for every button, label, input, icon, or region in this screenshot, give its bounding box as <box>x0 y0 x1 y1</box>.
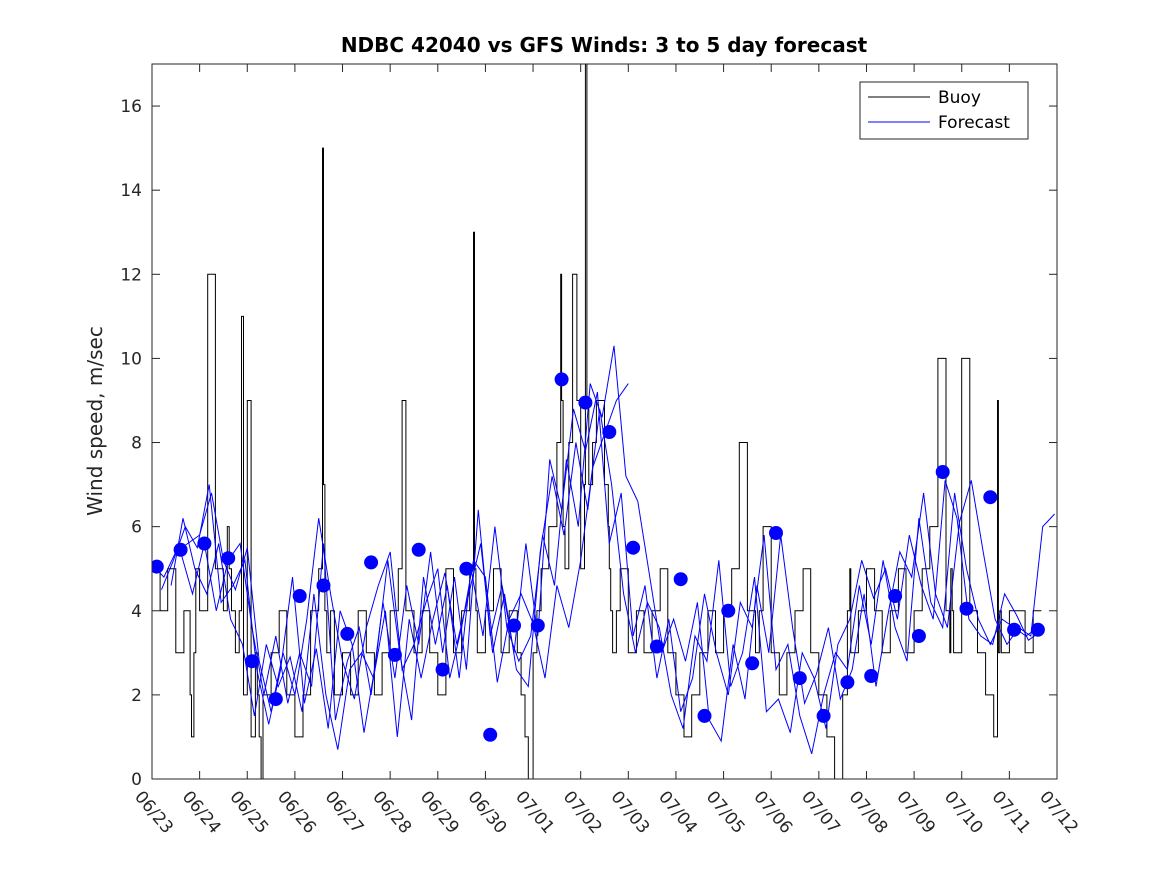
chart-title: NDBC 42040 vs GFS Winds: 3 to 5 day fore… <box>341 33 868 57</box>
legend: Buoy Forecast <box>859 81 1029 140</box>
forecast-point <box>1007 622 1022 637</box>
forecast-point <box>245 654 259 669</box>
forecast-point <box>792 671 807 686</box>
y-tick-label: 8 <box>131 434 142 454</box>
y-tick-label: 16 <box>120 97 142 117</box>
y-tick-label: 6 <box>131 518 142 538</box>
y-tick-label: 2 <box>131 686 142 706</box>
y-axis-label: Wind speed, m/sec <box>83 326 107 516</box>
y-tick-label: 4 <box>131 602 142 622</box>
plot-area <box>152 64 1055 779</box>
forecast-point <box>435 662 450 677</box>
y-tick-label: 10 <box>120 349 142 369</box>
forecast-point <box>602 425 617 439</box>
legend-box <box>859 81 1029 140</box>
forecast-point <box>554 372 569 387</box>
forecast-point <box>769 526 783 540</box>
forecast-point <box>959 601 974 616</box>
legend-entry-forecast: Forecast <box>938 113 1010 133</box>
buoy-series-line <box>152 64 1042 779</box>
forecast-point <box>1030 622 1045 637</box>
forecast-run-line-2 <box>161 345 1055 743</box>
forecast-run-line-1 <box>152 383 629 712</box>
forecast-point <box>530 618 545 633</box>
forecast-point <box>578 395 593 410</box>
forecast-point <box>340 626 355 641</box>
forecast-point <box>221 551 236 566</box>
forecast-point <box>649 639 664 654</box>
forecast-point <box>816 708 831 723</box>
y-tick-label: 12 <box>120 265 142 285</box>
forecast-point <box>292 589 307 603</box>
forecast-point <box>459 561 474 576</box>
forecast-point <box>173 542 188 557</box>
forecast-point <box>483 727 498 742</box>
forecast-point <box>864 669 879 683</box>
forecast-point <box>911 629 926 643</box>
forecast-point <box>673 572 688 587</box>
forecast-point <box>840 675 855 690</box>
forecast-point <box>935 465 950 479</box>
forecast-point <box>152 559 164 574</box>
axes-box <box>151 63 1058 780</box>
forecast-run-line-3 <box>170 408 1041 750</box>
forecast-point <box>721 603 736 618</box>
series-layer <box>152 64 1055 779</box>
forecast-point <box>626 540 641 555</box>
y-tick-label: 14 <box>120 181 142 201</box>
forecast-point <box>745 656 760 671</box>
forecast-point <box>983 490 998 505</box>
forecast-point <box>268 692 283 707</box>
forecast-point <box>411 542 426 557</box>
forecast-point <box>387 647 402 662</box>
y-tick-label: 0 <box>131 770 142 790</box>
forecast-point <box>364 555 379 570</box>
forecast-point <box>197 536 212 551</box>
forecast-run-line-4 <box>180 392 1039 754</box>
forecast-point <box>888 589 903 603</box>
legend-entry-buoy: Buoy <box>938 88 981 108</box>
forecast-point <box>697 708 712 723</box>
forecast-point <box>507 618 521 633</box>
forecast-point <box>316 578 331 593</box>
